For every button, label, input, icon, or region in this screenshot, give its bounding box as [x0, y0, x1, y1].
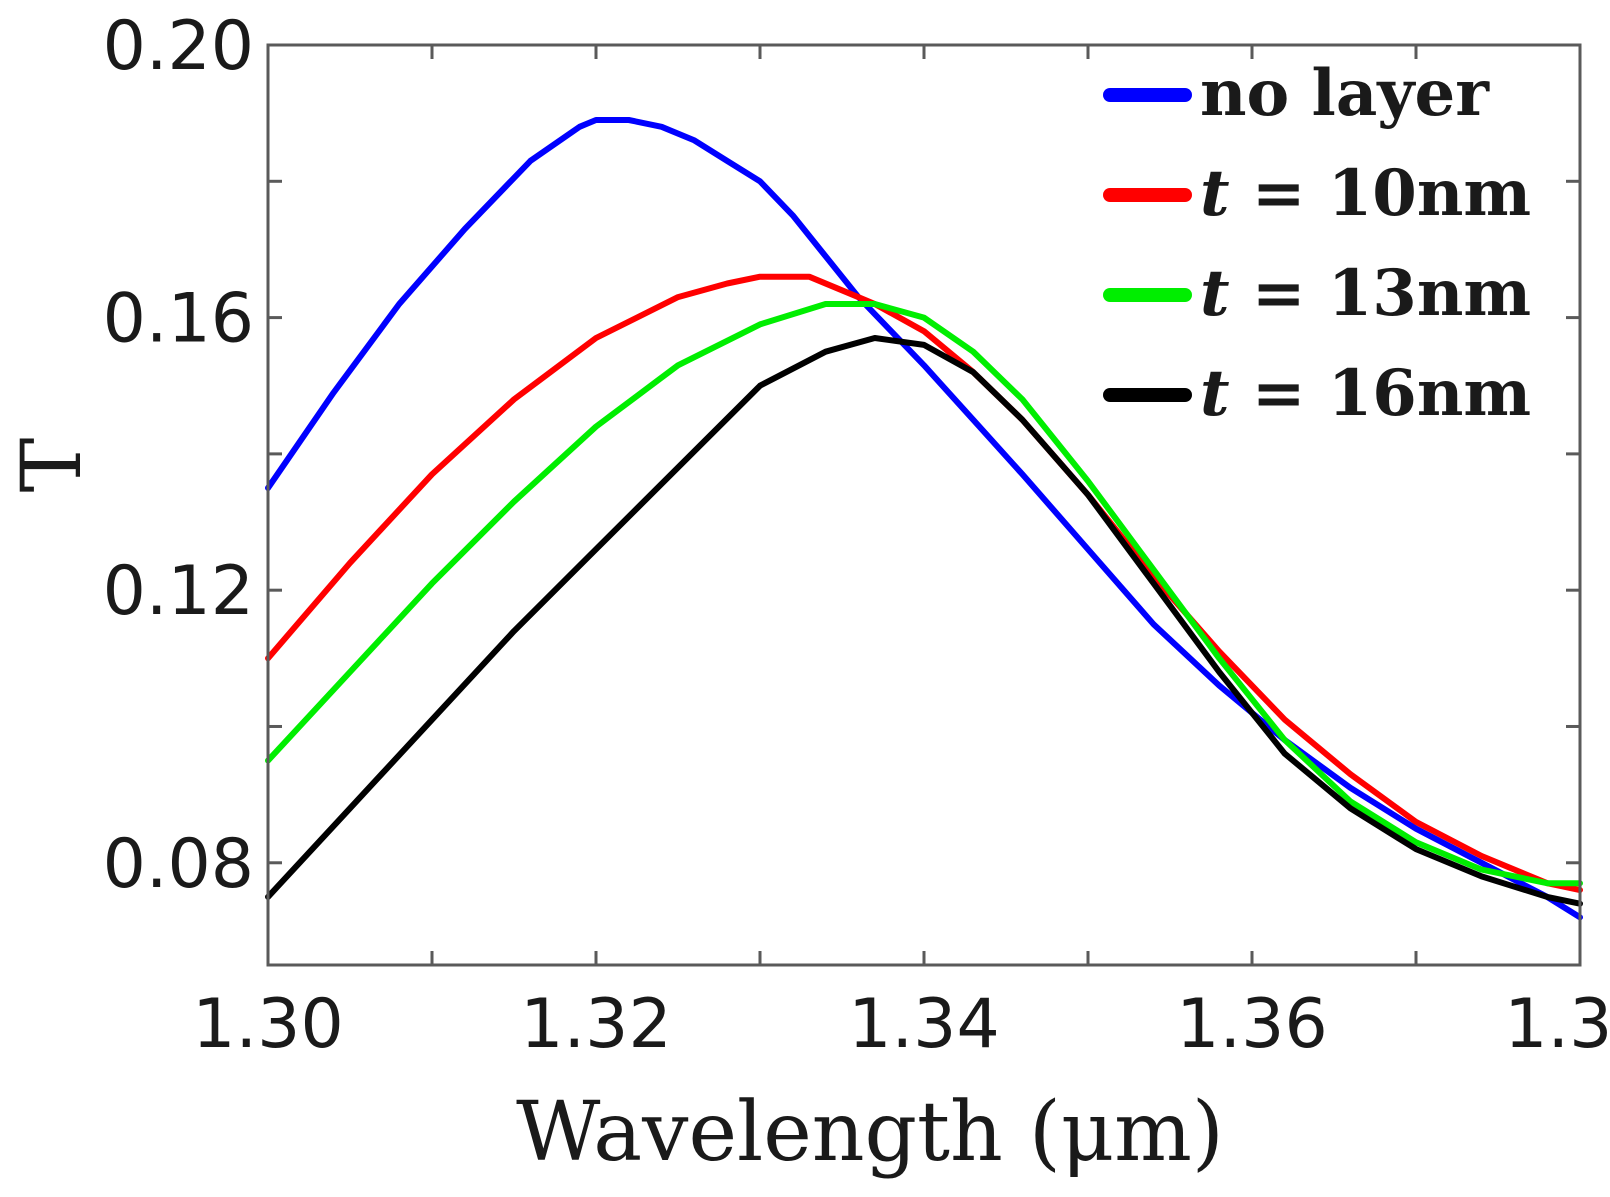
- x-tick-labels: 1.30 1.32 1.34 1.36 1.38: [192, 985, 1610, 1064]
- x-tick-label: 1.32: [520, 985, 671, 1064]
- series-lines: [265, 117, 1583, 921]
- x-tick-label: 1.36: [1176, 985, 1327, 1064]
- legend-value: = 16nm: [1230, 356, 1532, 431]
- y-tick-label: 0.12: [103, 552, 254, 631]
- legend-variable: t: [1200, 356, 1230, 431]
- legend-label: no layer: [1200, 56, 1490, 131]
- legend-value: = 10nm: [1230, 156, 1532, 231]
- legend-value: = 13nm: [1230, 256, 1532, 331]
- x-tick-label: 1.38: [1504, 985, 1610, 1064]
- y-tick-label: 0.20: [103, 7, 254, 86]
- y-tick-labels: 0.08 0.12 0.16 0.20: [103, 7, 254, 904]
- plot-frame: [266, 43, 1582, 967]
- series-line-no-layer: [265, 117, 1583, 921]
- series-line-t-10nm: [265, 273, 1583, 893]
- x-axis-title: Wavelength (μm): [516, 1085, 1224, 1180]
- series-line-t-13nm: [265, 301, 1583, 887]
- series-line-t-16nm: [265, 335, 1583, 907]
- y-tick-label: 0.16: [103, 280, 254, 359]
- legend-label: t = 13nm: [1200, 256, 1531, 331]
- legend-variable: t: [1200, 156, 1230, 231]
- legend-label: t = 10nm: [1200, 156, 1531, 231]
- x-tick-label: 1.30: [192, 985, 343, 1064]
- y-tick-label: 0.08: [103, 825, 254, 904]
- legend-variable: t: [1200, 256, 1230, 331]
- x-tick-label: 1.34: [848, 985, 999, 1064]
- y-axis-title: T: [5, 438, 100, 493]
- legend-label: t = 16nm: [1200, 356, 1531, 431]
